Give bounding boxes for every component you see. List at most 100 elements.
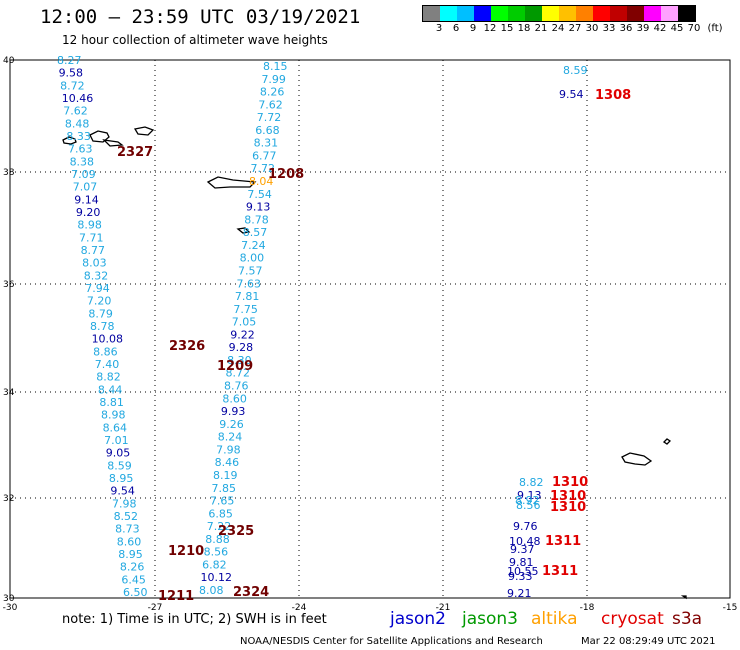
wave-height-value: 8.19	[213, 469, 238, 482]
wave-height-value: 7.63	[68, 143, 93, 156]
map-frame	[9, 59, 731, 599]
wave-height-value: 9.21	[507, 587, 532, 600]
wave-height-value: 7.40	[95, 358, 120, 371]
legend-swatches	[422, 5, 696, 22]
wave-height-value: 9.13	[246, 201, 271, 214]
pass-label: 2327	[117, 145, 153, 160]
wave-height-value: 9.22	[230, 328, 255, 341]
latitude-labels: 40 38 36 34 32 30	[3, 56, 15, 604]
wave-height-value: 8.88	[205, 533, 230, 546]
wave-height-value: 8.04	[249, 175, 274, 188]
pass-label: 2324	[233, 585, 269, 600]
wave-height-value: 7.72	[251, 162, 276, 175]
lon-label: -30	[3, 603, 18, 613]
wave-height-value: 8.60	[117, 535, 142, 548]
wave-height-value: 9.13	[517, 489, 542, 502]
wave-height-value: 8.78	[90, 320, 115, 333]
lat-label: 40	[3, 56, 15, 66]
legend-swatch	[627, 6, 644, 21]
pass-label: 1310	[552, 475, 588, 490]
wave-height-value: 7.85	[211, 482, 236, 495]
footer-timestamp: Mar 22 08:29:49 UTC 2021	[581, 636, 716, 647]
wave-height-value: 8.82	[519, 476, 544, 489]
wave-height-value: 9.54	[110, 485, 135, 498]
wave-height-value: 8.56	[204, 546, 229, 559]
legend-label: 33	[602, 23, 616, 34]
footer-credit: NOAA/NESDIS Center for Satellite Applica…	[240, 636, 543, 647]
wave-height-value: 6.82	[202, 558, 227, 571]
lat-label: 36	[3, 280, 15, 290]
wave-height-value: 7.22	[207, 520, 232, 533]
legend-swatch	[593, 6, 610, 21]
legend-label: 9	[469, 23, 477, 34]
legend-swatch	[491, 6, 508, 21]
wave-height-value: 9.14	[74, 193, 99, 206]
wave-height-tracks: 8.279.588.7210.467.628.488.337.638.387.0…	[57, 54, 588, 600]
legend-swatch	[440, 6, 457, 21]
wave-height-value: 8.98	[101, 409, 126, 422]
wave-height-value: 7.62	[258, 98, 283, 111]
island-outlines	[62, 126, 687, 600]
wave-height-value: 7.72	[257, 111, 282, 124]
legend-label: 36	[619, 23, 633, 34]
wave-height-value: 10.48	[509, 535, 541, 548]
wave-height-value: 9.28	[229, 341, 254, 354]
wave-height-value: 8.72	[60, 79, 84, 92]
santa-maria-island	[236, 227, 251, 234]
wave-height-value: 9.76	[513, 520, 538, 533]
satellite-s3a: s3a	[672, 609, 703, 629]
wave-height-value: 7.98	[216, 443, 241, 456]
lon-label: -21	[436, 603, 451, 613]
wave-height-value: 9.54	[559, 88, 584, 101]
legend-swatch	[457, 6, 474, 21]
wave-height-value: 8.03	[82, 257, 107, 270]
legend-swatch	[508, 6, 525, 21]
legend-swatch	[644, 6, 661, 21]
faial-island	[89, 130, 110, 143]
legend-label: 24	[551, 23, 565, 34]
legend-swatch	[559, 6, 576, 21]
wave-height-value: 9.58	[59, 67, 83, 80]
legend-label: 21	[534, 23, 548, 34]
wave-height-value: 8.92	[515, 494, 540, 507]
legend-label: 18	[517, 23, 531, 34]
wave-height-value: 8.08	[199, 584, 224, 597]
pass-label: 1310	[550, 489, 586, 504]
wave-height-value: 7.63	[236, 277, 261, 290]
wave-height-value: 8.26	[120, 561, 145, 574]
wave-height-value: 8.56	[516, 499, 541, 512]
lat-label: 32	[3, 494, 14, 504]
lat-label: 34	[3, 388, 15, 398]
legend-swatch	[576, 6, 593, 21]
wave-height-value: 8.52	[114, 510, 139, 523]
wave-height-value: 7.98	[112, 497, 137, 510]
pass-label: 1308	[595, 88, 631, 103]
legend-labels: 3 6 9 12 15 18 21 24 27 30 33 36 39 42 45 70 (ft)	[422, 23, 740, 35]
wave-height-value: 6.77	[252, 149, 277, 162]
legend-label: 6	[452, 23, 460, 34]
wave-height-value: 9.37	[510, 543, 535, 556]
wave-height-value: 8.30	[227, 354, 252, 367]
wave-height-value: 8.73	[115, 523, 139, 536]
page-title: 12:00 – 23:59 UTC 03/19/2021	[40, 6, 361, 28]
wave-height-value: 8.77	[81, 244, 106, 257]
wave-height-value: 7.81	[235, 290, 260, 303]
wave-height-value: 7.71	[79, 231, 104, 244]
wave-height-value: 8.60	[222, 392, 247, 405]
legend-swatch	[678, 6, 695, 21]
color-legend: 3 6 9 12 15 18 21 24 27 30 33 36 39 42 45 70 (ft)	[422, 5, 723, 34]
wave-height-value: 8.98	[77, 219, 102, 232]
wave-height-value: 7.94	[85, 282, 110, 295]
legend-label: 27	[568, 23, 582, 34]
longitude-labels: -30 -27 -24 -21 -18 -15	[3, 603, 738, 613]
wave-height-value: 8.32	[84, 269, 109, 282]
legend-swatch	[474, 6, 491, 21]
wave-height-value: 8.48	[65, 117, 90, 130]
lon-label: -24	[292, 603, 307, 613]
wave-height-value: 8.76	[224, 380, 249, 393]
wave-height-value: 7.99	[261, 73, 286, 86]
legend-label: 30	[585, 23, 599, 34]
pass-labels: 2327130812082326120913101310131023251311…	[117, 88, 631, 604]
units-note: note: 1) Time is in UTC; 2) SWH is in fe…	[62, 612, 327, 627]
terceira-island	[133, 126, 155, 136]
